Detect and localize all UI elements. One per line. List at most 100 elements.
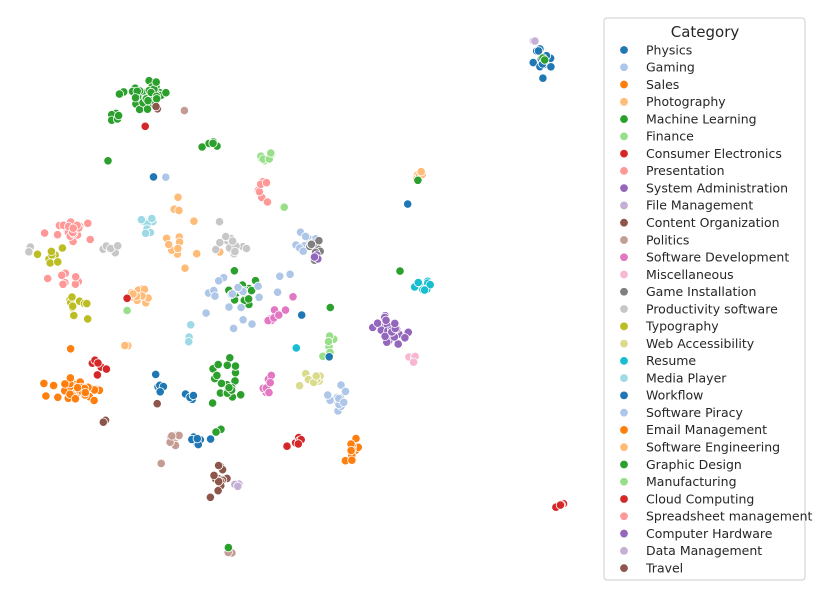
data-point bbox=[419, 285, 430, 295]
data-point bbox=[71, 272, 81, 282]
data-point bbox=[340, 386, 351, 396]
data-point bbox=[555, 500, 566, 510]
data-point bbox=[122, 305, 132, 316]
data-point bbox=[45, 258, 55, 268]
scatter-points bbox=[24, 36, 569, 558]
legend-label: Machine Learning bbox=[646, 111, 757, 126]
legend-marker bbox=[619, 321, 629, 332]
data-point bbox=[68, 301, 78, 311]
data-point bbox=[52, 230, 63, 240]
legend: Category Physics Gaming Sales Photography Ma… bbox=[603, 17, 813, 581]
data-point bbox=[221, 231, 231, 242]
data-point bbox=[230, 361, 241, 371]
legend-label: Computer Hardware bbox=[646, 526, 773, 541]
legend-label: Productivity software bbox=[646, 301, 778, 316]
data-point bbox=[215, 238, 225, 248]
legend-label: Web Accessibility bbox=[646, 336, 755, 351]
data-point bbox=[161, 88, 171, 98]
data-point bbox=[533, 46, 544, 56]
data-point bbox=[201, 308, 211, 318]
legend-label: Media Player bbox=[646, 370, 727, 385]
data-point bbox=[174, 205, 184, 215]
legend-marker bbox=[619, 131, 629, 142]
data-point bbox=[143, 96, 153, 106]
legend-marker bbox=[619, 356, 629, 366]
data-point bbox=[254, 292, 264, 302]
data-point bbox=[53, 392, 63, 402]
legend-label: Software Engineering bbox=[646, 440, 780, 455]
legend-title: Category bbox=[671, 23, 740, 41]
data-point bbox=[272, 287, 283, 297]
legend-label: Spreadsheet management bbox=[646, 509, 813, 524]
data-point bbox=[60, 379, 70, 389]
data-point bbox=[208, 398, 218, 408]
data-point bbox=[244, 294, 254, 304]
data-point bbox=[314, 236, 324, 246]
legend-label: File Management bbox=[646, 198, 753, 213]
data-point bbox=[324, 352, 334, 362]
data-point bbox=[233, 481, 243, 491]
data-point bbox=[325, 302, 335, 313]
data-point bbox=[254, 187, 264, 197]
data-point bbox=[189, 216, 199, 226]
legend-label: Physics bbox=[646, 42, 692, 57]
legend-label: Politics bbox=[646, 232, 689, 247]
data-point bbox=[528, 57, 538, 68]
data-point bbox=[164, 239, 174, 250]
legend-label: Typography bbox=[645, 319, 719, 334]
data-point bbox=[57, 243, 68, 253]
legend-label: Manufacturing bbox=[646, 474, 737, 489]
data-point bbox=[43, 273, 53, 284]
data-point bbox=[32, 249, 43, 259]
data-point bbox=[372, 318, 383, 328]
data-point bbox=[339, 397, 349, 407]
legend-marker bbox=[619, 148, 629, 159]
data-point bbox=[323, 390, 333, 400]
data-point bbox=[211, 427, 221, 437]
data-point bbox=[68, 223, 78, 233]
data-point bbox=[213, 359, 223, 370]
legend-label: Software Development bbox=[646, 250, 789, 265]
data-point bbox=[347, 455, 357, 465]
data-point bbox=[297, 310, 307, 320]
legend-items: Physics Gaming Sales Photography Machine Lea… bbox=[619, 42, 813, 575]
data-point bbox=[155, 387, 165, 397]
data-point bbox=[214, 476, 224, 487]
data-point bbox=[425, 280, 435, 290]
data-point bbox=[214, 276, 224, 286]
data-point bbox=[275, 271, 285, 281]
data-point bbox=[282, 441, 292, 451]
data-point bbox=[264, 387, 274, 398]
data-point bbox=[285, 269, 295, 279]
data-point bbox=[142, 104, 153, 114]
data-point bbox=[114, 89, 125, 99]
data-point bbox=[173, 243, 183, 254]
data-point bbox=[83, 314, 93, 324]
data-point bbox=[120, 340, 130, 351]
data-point bbox=[151, 77, 161, 87]
data-point bbox=[540, 55, 550, 65]
data-point bbox=[227, 289, 237, 299]
data-point bbox=[209, 470, 219, 480]
data-point bbox=[69, 310, 79, 321]
data-point bbox=[293, 439, 303, 449]
data-point bbox=[24, 247, 34, 257]
data-point bbox=[261, 178, 272, 188]
legend-marker bbox=[619, 338, 629, 349]
data-point bbox=[546, 62, 556, 72]
data-point bbox=[229, 266, 239, 276]
data-point bbox=[291, 343, 301, 353]
data-point bbox=[211, 245, 221, 255]
data-point bbox=[233, 282, 243, 293]
legend-label: Photography bbox=[646, 94, 726, 109]
data-point bbox=[70, 394, 81, 404]
legend-marker bbox=[619, 62, 629, 72]
legend-label: Game Installation bbox=[646, 284, 756, 299]
legend-marker bbox=[619, 217, 629, 228]
legend-label: Workflow bbox=[646, 388, 703, 403]
data-point bbox=[279, 202, 289, 212]
data-point bbox=[413, 175, 423, 185]
legend-marker bbox=[619, 373, 629, 383]
data-point bbox=[206, 434, 216, 444]
legend-marker bbox=[619, 269, 629, 280]
